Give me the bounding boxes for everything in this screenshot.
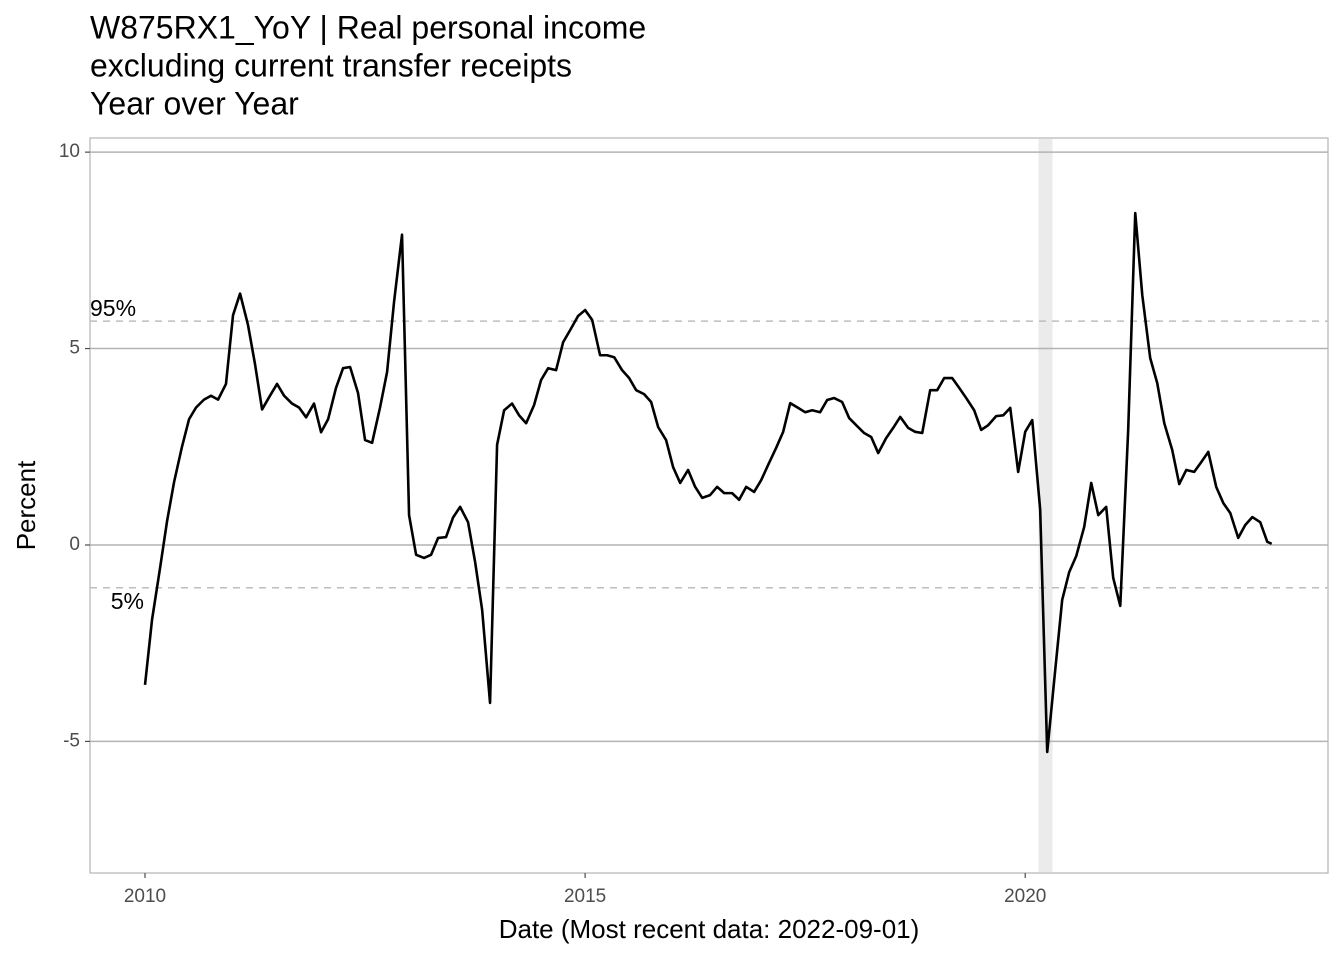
data-line: [143, 211, 1273, 754]
x-tick-label: 2015: [564, 886, 606, 907]
y-tick-label: 0: [69, 534, 80, 555]
quantile-label: 95%: [90, 295, 136, 321]
y-tick-label: -5: [63, 730, 80, 751]
y-tick-label: 10: [59, 141, 80, 162]
panel: [89, 137, 1329, 874]
chart-title: Year over Year: [90, 85, 299, 121]
chart-title: W875RX1_YoY | Real personal income: [90, 9, 646, 45]
recession-band: [1038, 139, 1053, 872]
x-tick-label: 2010: [124, 886, 166, 907]
x-tick-label: 2020: [1004, 886, 1046, 907]
chart-title: excluding current transfer receipts: [90, 47, 572, 83]
quantile-label: 5%: [111, 588, 144, 614]
x-axis-title: Date (Most recent data: 2022-09-01): [499, 914, 920, 944]
y-tick-label: 5: [69, 338, 80, 359]
y-axis-title: Percent: [11, 460, 41, 550]
